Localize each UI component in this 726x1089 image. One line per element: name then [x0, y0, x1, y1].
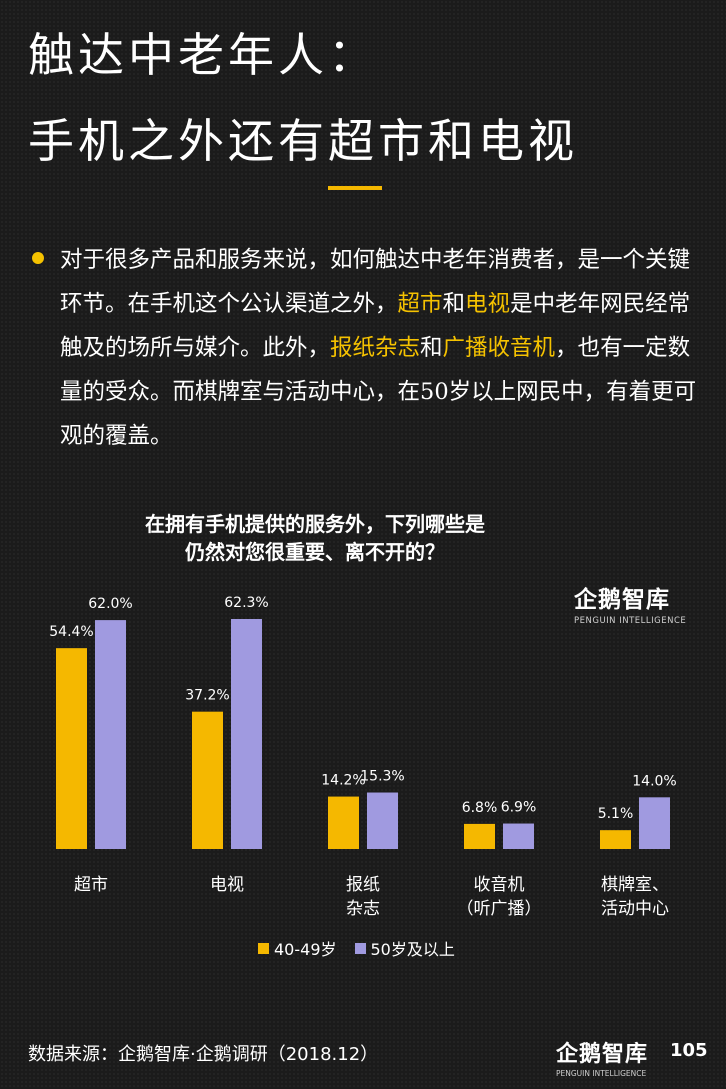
headline-line-2: 手机之外还有超市和电视 — [28, 114, 578, 168]
category-label: 活动中心 — [601, 899, 669, 919]
bar-age-40-49 — [192, 711, 223, 849]
highlight-text: 超市 — [397, 291, 443, 317]
category-label: 收音机 — [474, 875, 525, 895]
legend-label: 40-49岁 — [274, 940, 337, 959]
data-label: 6.8% — [462, 800, 498, 816]
data-source: 数据来源：企鹅智库·企鹅调研（2018.12） — [28, 1044, 379, 1065]
data-label: 14.0% — [632, 773, 676, 789]
bar-age-40-49 — [600, 830, 631, 849]
highlight-text: 广播收音机 — [442, 335, 556, 361]
legend-swatch — [354, 942, 366, 954]
bar-age-50-plus — [367, 792, 398, 849]
chart-title-line-2: 仍然对您很重要、离不开的？ — [185, 540, 445, 564]
bar-age-40-49 — [464, 823, 495, 849]
data-label: 6.9% — [501, 800, 537, 816]
logo-footer-cn: 企鹅智库 — [556, 1042, 649, 1067]
headline-line-1: 触达中老年人： — [28, 28, 378, 82]
legend-item: 50岁及以上 — [354, 936, 455, 960]
bar-age-50-plus — [639, 797, 670, 849]
data-label: 14.2% — [321, 773, 365, 789]
legend-swatch — [258, 942, 269, 954]
data-label: 54.4% — [49, 624, 93, 640]
logo-cn: 企鹅智库 — [574, 587, 670, 613]
chart-title: 在拥有手机提供的服务外，下列哪些是 仍然对您很重要、离不开的？ — [80, 510, 550, 566]
bar-age-50-plus — [231, 619, 262, 849]
logo-footer-en: PENGUIN INTELLIGENCE — [556, 1069, 647, 1078]
intro-paragraph: 对于很多产品和服务来说，如何触达中老年消费者，是一个关键环节。在手机这个公认渠道… — [60, 238, 710, 458]
highlight-text: 报纸杂志 — [330, 335, 421, 361]
paragraph-text: 和 — [420, 335, 443, 361]
bullet-dot-icon — [32, 252, 44, 264]
category-label: 超市 — [74, 875, 108, 895]
legend-label: 50岁及以上 — [370, 940, 455, 959]
category-label: 报纸 — [346, 875, 380, 895]
category-label: （听广播） — [457, 899, 542, 919]
penguin-intelligence-logo-footer: 企鹅智库 PENGUIN INTELLIGENCE — [556, 1036, 668, 1078]
data-label: 15.3% — [360, 769, 404, 785]
category-label: 棋牌室、 — [601, 875, 669, 895]
data-label: 62.3% — [224, 595, 268, 611]
bar-age-50-plus — [95, 620, 126, 849]
data-label: 62.0% — [88, 596, 132, 612]
paragraph-text: 是中老年网民经常触及的场所与媒介。此外， — [60, 291, 691, 361]
category-label: 电视 — [210, 875, 244, 895]
data-label: 5.1% — [598, 806, 634, 822]
category-label: 杂志 — [346, 899, 380, 919]
paragraph-text: ，也有一定数量的受众。而棋牌室与活动中心，在50岁以上网民中，有着更可观的覆盖。 — [60, 335, 697, 449]
chart-title-line-1: 在拥有手机提供的服务外，下列哪些是 — [145, 512, 485, 536]
bar-age-50-plus — [503, 823, 534, 849]
title-underline — [328, 186, 382, 190]
logo-en: PENGUIN INTELLIGENCE — [574, 616, 687, 626]
data-label: 37.2% — [185, 688, 229, 704]
paragraph-text: 和 — [442, 291, 466, 317]
bar-age-40-49 — [56, 648, 87, 849]
paragraph-text: 对于很多产品和服务来说，如何触达中老年消费者，是一个关键环节。在手机这个公认渠道… — [60, 247, 691, 317]
bar-age-40-49 — [328, 796, 359, 849]
page-number: 105 — [670, 1040, 708, 1061]
chart-legend: 40-49岁 50岁及以上 — [258, 936, 473, 960]
penguin-intelligence-logo: 企鹅智库 PENGUIN INTELLIGENCE — [574, 580, 694, 626]
legend-item: 40-49岁 — [258, 936, 337, 960]
highlight-text: 电视 — [465, 291, 511, 317]
